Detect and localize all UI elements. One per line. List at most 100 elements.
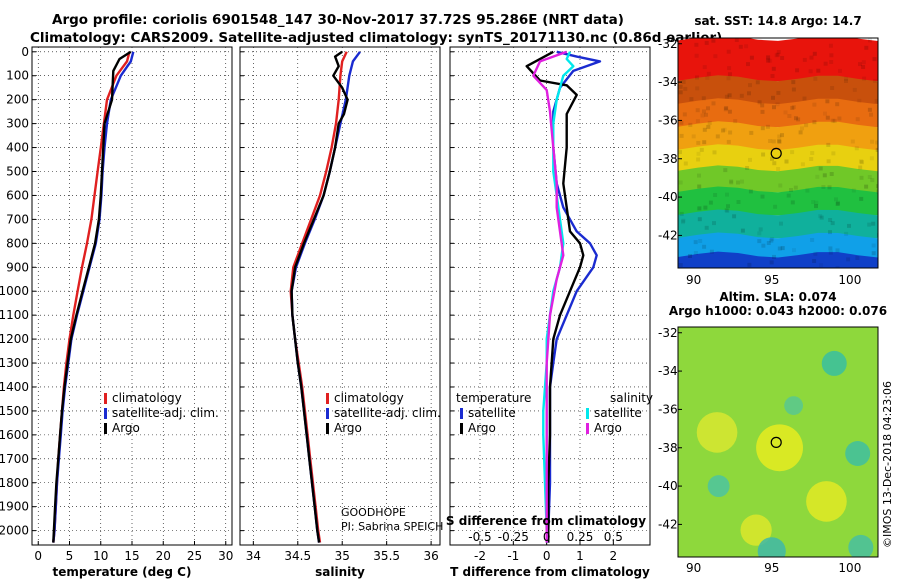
sst-texture (828, 246, 833, 251)
sst-texture (678, 84, 683, 89)
legend-swatch (104, 393, 107, 404)
sst-texture (726, 139, 731, 144)
sst-texture (792, 248, 796, 253)
sst-texture (835, 266, 840, 268)
sst-texture (696, 151, 701, 156)
y-tick-label: 1700 (0, 452, 29, 466)
x-tick-label: 0 (543, 549, 551, 563)
sla-x-tick-label: 100 (838, 561, 861, 575)
sst-texture (825, 99, 830, 104)
y-tick-label: 1500 (0, 404, 29, 418)
sst-texture (859, 196, 864, 201)
sst-texture (688, 122, 693, 127)
sla-map-subtitle: Argo h1000: 0.043 h2000: 0.076 (669, 304, 887, 318)
sst-texture (780, 246, 785, 251)
sst-texture (713, 193, 718, 197)
sst-texture (747, 91, 751, 96)
sst-texture (844, 231, 849, 236)
sst-texture (809, 55, 814, 60)
sst-texture (736, 200, 741, 204)
sla-y-tick-label: -40 (658, 479, 678, 493)
sst-texture (869, 156, 874, 161)
sst-band (678, 209, 878, 239)
sst-texture (771, 95, 775, 100)
sst-texture (706, 124, 711, 129)
annotation-program: GOODHOPE (341, 506, 406, 519)
x-tick-label: -2 (474, 549, 486, 563)
legend-label: satellite-adj. clim. (334, 406, 441, 420)
sst-texture (761, 243, 766, 248)
s-tick-label: 0.25 (567, 530, 594, 544)
s-tick-label: 0 (543, 530, 551, 544)
sst-texture (726, 76, 731, 81)
y-tick-label: 1800 (0, 476, 29, 490)
sst-texture (704, 225, 709, 230)
legend-label: satellite (468, 406, 516, 420)
sst-texture (770, 237, 775, 242)
sst-texture (704, 40, 709, 45)
legend-label: Argo (594, 421, 622, 435)
s-tick-label: -0.5 (468, 530, 491, 544)
sst-texture (749, 55, 754, 60)
sst-texture (772, 161, 777, 166)
sst-x-tick-label: 90 (686, 273, 701, 287)
sst-texture (815, 174, 820, 179)
y-tick-label: 1600 (0, 428, 29, 442)
sst-texture (818, 214, 823, 219)
sst-texture (844, 76, 849, 81)
y-tick-label: 300 (6, 117, 29, 131)
sst-texture (798, 130, 803, 135)
sst-texture (760, 126, 765, 131)
sst-texture (829, 172, 834, 176)
sst-texture (805, 188, 810, 193)
sst-texture (828, 218, 833, 222)
sst-texture (867, 107, 872, 112)
sst-texture (793, 185, 798, 190)
sst-texture (769, 238, 774, 243)
sst-texture (724, 208, 729, 213)
sst-texture (766, 55, 771, 60)
sla-blob (707, 475, 730, 498)
y-tick-label: 200 (6, 93, 29, 107)
sst-texture (830, 86, 835, 90)
y-tick-label: 600 (6, 188, 29, 202)
x-tick-label: 34 (246, 549, 261, 563)
sla-blob (806, 481, 847, 522)
sst-band (678, 251, 878, 268)
y-tick-label: 100 (6, 69, 29, 83)
x-tick-label: -1 (507, 549, 519, 563)
sst-texture (818, 166, 823, 171)
argo-location-marker (770, 147, 782, 159)
sst-texture (696, 157, 701, 162)
sst-texture (783, 110, 788, 115)
sst-texture (790, 150, 795, 155)
sla-map-title: Altim. SLA: 0.074 (719, 290, 836, 304)
y-tick-label: 400 (6, 141, 29, 155)
sst-texture (723, 168, 728, 173)
x-tick-label: 35.5 (373, 549, 400, 563)
sst-texture (809, 157, 814, 161)
sst-x-tick-label: 95 (764, 273, 779, 287)
sst-texture (855, 117, 860, 122)
sst-texture (699, 147, 704, 152)
sst-texture (812, 51, 817, 56)
sst-texture (776, 167, 781, 171)
sst-texture (813, 76, 818, 81)
legend-label: Argo (468, 421, 496, 435)
sla-blob (821, 350, 847, 376)
sst-texture (778, 183, 783, 188)
sst-texture (733, 119, 738, 124)
sst-texture (683, 86, 688, 91)
sst-texture (776, 90, 781, 95)
x-tick-label: 1 (576, 549, 584, 563)
sst-texture (829, 53, 834, 58)
sst-texture (701, 96, 706, 101)
sst-band (678, 121, 878, 151)
sst-texture (702, 140, 707, 145)
sst-texture (864, 184, 869, 189)
sst-texture (681, 218, 686, 223)
y-tick-label: 2000 (0, 524, 29, 538)
sst-band (678, 186, 878, 216)
x-tick-label: 0 (34, 549, 42, 563)
legend-swatch (460, 408, 463, 419)
